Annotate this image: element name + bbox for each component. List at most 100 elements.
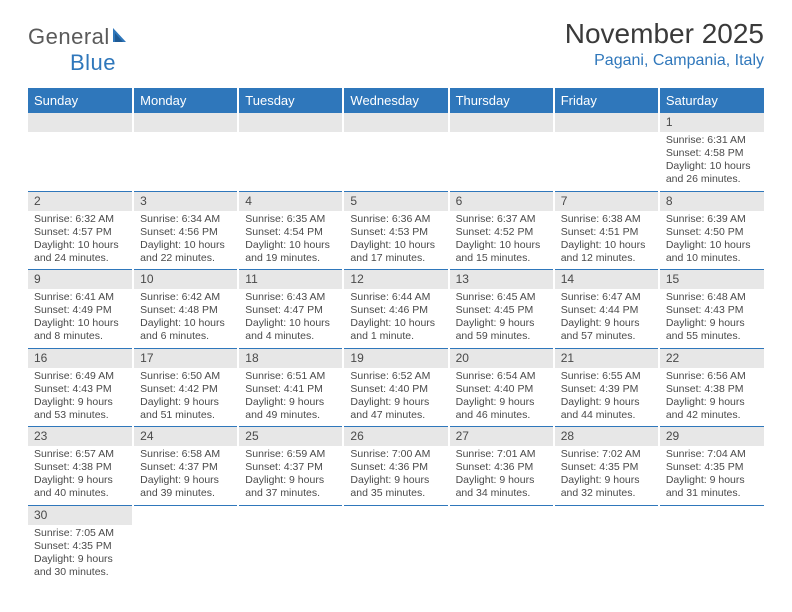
sunrise-line: Sunrise: 6:48 AM [666, 291, 758, 304]
daylight-line-2: and 4 minutes. [245, 330, 336, 343]
calendar-day-cell: 26Sunrise: 7:00 AMSunset: 4:36 PMDayligh… [343, 427, 448, 506]
sunset-line: Sunset: 4:49 PM [34, 304, 126, 317]
sail-icon [112, 24, 134, 50]
daylight-line-1: Daylight: 9 hours [456, 474, 547, 487]
day-details: Sunrise: 6:36 AMSunset: 4:53 PMDaylight:… [344, 211, 447, 270]
calendar-day-cell: 20Sunrise: 6:54 AMSunset: 4:40 PMDayligh… [449, 348, 554, 427]
day-number-bar [344, 113, 447, 132]
sunset-line: Sunset: 4:39 PM [561, 383, 652, 396]
day-number: 2 [28, 192, 132, 211]
sunrise-line: Sunrise: 6:59 AM [245, 448, 336, 461]
day-details: Sunrise: 6:38 AMSunset: 4:51 PMDaylight:… [555, 211, 658, 270]
sunrise-line: Sunrise: 6:36 AM [350, 213, 441, 226]
calendar-day-cell: 3Sunrise: 6:34 AMSunset: 4:56 PMDaylight… [133, 191, 238, 270]
daylight-line-2: and 26 minutes. [666, 173, 758, 186]
daylight-line-2: and 30 minutes. [34, 566, 126, 579]
calendar-day-cell [554, 113, 659, 191]
calendar-week-row: 1Sunrise: 6:31 AMSunset: 4:58 PMDaylight… [28, 113, 764, 191]
calendar-day-cell: 15Sunrise: 6:48 AMSunset: 4:43 PMDayligh… [659, 270, 764, 349]
daylight-line-2: and 57 minutes. [561, 330, 652, 343]
daylight-line-1: Daylight: 9 hours [34, 396, 126, 409]
daylight-line-1: Daylight: 9 hours [140, 396, 231, 409]
calendar-day-cell: 22Sunrise: 6:56 AMSunset: 4:38 PMDayligh… [659, 348, 764, 427]
day-details: Sunrise: 6:59 AMSunset: 4:37 PMDaylight:… [239, 446, 342, 505]
calendar-day-cell [133, 505, 238, 583]
day-details: Sunrise: 7:04 AMSunset: 4:35 PMDaylight:… [660, 446, 764, 505]
sunset-line: Sunset: 4:48 PM [140, 304, 231, 317]
calendar-day-cell [659, 505, 764, 583]
sunrise-line: Sunrise: 6:58 AM [140, 448, 231, 461]
day-details: Sunrise: 6:34 AMSunset: 4:56 PMDaylight:… [134, 211, 237, 270]
daylight-line-1: Daylight: 9 hours [350, 396, 441, 409]
daylight-line-2: and 1 minute. [350, 330, 441, 343]
daylight-line-1: Daylight: 9 hours [456, 396, 547, 409]
calendar-day-cell: 13Sunrise: 6:45 AMSunset: 4:45 PMDayligh… [449, 270, 554, 349]
day-number-bar [660, 506, 764, 525]
daylight-line-2: and 32 minutes. [561, 487, 652, 500]
calendar-day-cell: 21Sunrise: 6:55 AMSunset: 4:39 PMDayligh… [554, 348, 659, 427]
sunset-line: Sunset: 4:52 PM [456, 226, 547, 239]
sunrise-line: Sunrise: 6:55 AM [561, 370, 652, 383]
calendar-day-cell: 5Sunrise: 6:36 AMSunset: 4:53 PMDaylight… [343, 191, 448, 270]
day-header: Tuesday [238, 88, 343, 113]
sunset-line: Sunset: 4:47 PM [245, 304, 336, 317]
daylight-line-1: Daylight: 9 hours [456, 317, 547, 330]
calendar-day-cell [238, 113, 343, 191]
daylight-line-2: and 19 minutes. [245, 252, 336, 265]
daylight-line-1: Daylight: 10 hours [666, 239, 758, 252]
day-details: Sunrise: 6:41 AMSunset: 4:49 PMDaylight:… [28, 289, 132, 348]
calendar-day-cell [343, 113, 448, 191]
daylight-line-2: and 15 minutes. [456, 252, 547, 265]
month-title: November 2025 [565, 18, 764, 50]
calendar-day-cell: 6Sunrise: 6:37 AMSunset: 4:52 PMDaylight… [449, 191, 554, 270]
day-details: Sunrise: 6:48 AMSunset: 4:43 PMDaylight:… [660, 289, 764, 348]
day-number: 5 [344, 192, 447, 211]
day-number: 16 [28, 349, 132, 368]
sunset-line: Sunset: 4:43 PM [34, 383, 126, 396]
day-number: 9 [28, 270, 132, 289]
day-header: Wednesday [343, 88, 448, 113]
day-number-bar [450, 506, 553, 525]
day-details: Sunrise: 7:02 AMSunset: 4:35 PMDaylight:… [555, 446, 658, 505]
sunrise-line: Sunrise: 6:43 AM [245, 291, 336, 304]
calendar-day-cell [28, 113, 133, 191]
brand-text: GeneralBlue [28, 24, 134, 76]
daylight-line-2: and 17 minutes. [350, 252, 441, 265]
daylight-line-2: and 34 minutes. [456, 487, 547, 500]
calendar-day-cell: 28Sunrise: 7:02 AMSunset: 4:35 PMDayligh… [554, 427, 659, 506]
day-details: Sunrise: 6:57 AMSunset: 4:38 PMDaylight:… [28, 446, 132, 505]
sunrise-line: Sunrise: 6:51 AM [245, 370, 336, 383]
daylight-line-1: Daylight: 10 hours [350, 317, 441, 330]
sunset-line: Sunset: 4:41 PM [245, 383, 336, 396]
day-details: Sunrise: 6:31 AMSunset: 4:58 PMDaylight:… [660, 132, 764, 191]
sunrise-line: Sunrise: 7:01 AM [456, 448, 547, 461]
day-number-bar [344, 506, 447, 525]
day-number: 21 [555, 349, 658, 368]
calendar-day-cell: 14Sunrise: 6:47 AMSunset: 4:44 PMDayligh… [554, 270, 659, 349]
daylight-line-1: Daylight: 9 hours [666, 474, 758, 487]
day-number: 4 [239, 192, 342, 211]
day-number: 8 [660, 192, 764, 211]
sunset-line: Sunset: 4:53 PM [350, 226, 441, 239]
title-block: November 2025 Pagani, Campania, Italy [565, 18, 764, 70]
daylight-line-2: and 55 minutes. [666, 330, 758, 343]
daylight-line-1: Daylight: 10 hours [34, 317, 126, 330]
calendar-day-cell: 24Sunrise: 6:58 AMSunset: 4:37 PMDayligh… [133, 427, 238, 506]
day-number: 29 [660, 427, 764, 446]
day-number-bar [28, 113, 132, 132]
sunset-line: Sunset: 4:45 PM [456, 304, 547, 317]
sunrise-line: Sunrise: 6:52 AM [350, 370, 441, 383]
sunrise-line: Sunrise: 7:04 AM [666, 448, 758, 461]
sunrise-line: Sunrise: 7:05 AM [34, 527, 126, 540]
sunrise-line: Sunrise: 6:35 AM [245, 213, 336, 226]
day-details: Sunrise: 6:50 AMSunset: 4:42 PMDaylight:… [134, 368, 237, 427]
sunrise-line: Sunrise: 6:54 AM [456, 370, 547, 383]
calendar-day-cell: 2Sunrise: 6:32 AMSunset: 4:57 PMDaylight… [28, 191, 133, 270]
daylight-line-1: Daylight: 10 hours [34, 239, 126, 252]
brand-part2: Blue [70, 50, 116, 75]
daylight-line-2: and 31 minutes. [666, 487, 758, 500]
daylight-line-1: Daylight: 9 hours [350, 474, 441, 487]
calendar-day-cell: 12Sunrise: 6:44 AMSunset: 4:46 PMDayligh… [343, 270, 448, 349]
sunrise-line: Sunrise: 6:42 AM [140, 291, 231, 304]
daylight-line-1: Daylight: 10 hours [456, 239, 547, 252]
